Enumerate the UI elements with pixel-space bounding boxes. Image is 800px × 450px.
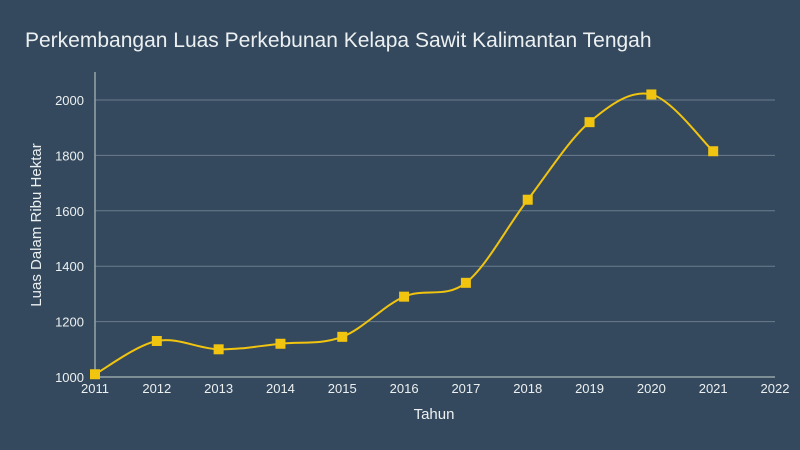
point-2015 <box>337 331 348 342</box>
x-tick-2011: 2011 <box>81 381 109 396</box>
point-2014 <box>275 338 286 349</box>
x-tick-2017: 2017 <box>451 381 480 396</box>
x-tick-2020: 2020 <box>637 381 666 396</box>
x-tick-2015: 2015 <box>328 381 357 396</box>
y-tick-labels: 1000 1200 1400 1600 1800 2000 <box>55 93 84 385</box>
series-markers <box>90 89 719 380</box>
y-tick-1400: 1400 <box>55 259 84 274</box>
point-2017 <box>460 277 471 288</box>
y-tick-1200: 1200 <box>55 315 84 330</box>
y-axis-label: Luas Dalam Ribu Hektar <box>28 143 45 306</box>
x-tick-2018: 2018 <box>513 381 542 396</box>
axes <box>94 72 775 378</box>
point-2020 <box>646 89 657 100</box>
x-axis-label: Tahun <box>414 406 455 423</box>
series-line <box>94 92 714 376</box>
point-2011 <box>90 369 100 380</box>
y-tick-1000: 1000 <box>55 370 84 385</box>
chart-title: Perkembangan Luas Perkebunan Kelapa Sawi… <box>25 29 652 52</box>
y-tick-2000: 2000 <box>55 93 84 108</box>
x-tick-labels: 2011 2012 2013 2014 2015 2016 2017 2018 2019 2020… <box>81 381 789 396</box>
point-2013 <box>213 344 224 355</box>
y-tick-1800: 1800 <box>55 148 84 163</box>
x-tick-2021: 2021 <box>699 381 728 396</box>
x-tick-2019: 2019 <box>575 381 604 396</box>
y-tick-1600: 1600 <box>55 204 84 219</box>
x-tick-2016: 2016 <box>390 381 419 396</box>
x-tick-2014: 2014 <box>266 381 295 396</box>
point-2012 <box>151 335 162 346</box>
point-2016 <box>399 291 410 302</box>
grid-lines <box>95 99 775 323</box>
x-tick-2012: 2012 <box>142 381 171 396</box>
point-2021 <box>708 146 719 157</box>
point-2018 <box>522 194 533 205</box>
x-tick-2013: 2013 <box>204 381 233 396</box>
point-2019 <box>584 117 595 128</box>
x-tick-2022: 2022 <box>761 381 790 396</box>
